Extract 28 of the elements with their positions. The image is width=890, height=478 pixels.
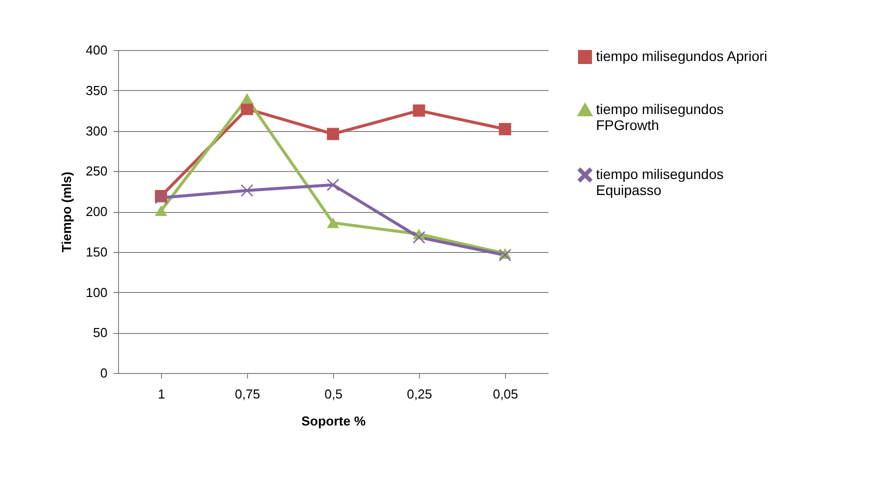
y-tick-label: 50 <box>93 325 108 340</box>
x-tick-label: 0,25 <box>406 386 432 402</box>
y-tick-label: 400 <box>86 42 108 58</box>
point <box>412 231 426 244</box>
y-tick-label: 350 <box>86 82 108 98</box>
y-tick-label: 250 <box>86 164 108 179</box>
y-tick-label: 150 <box>86 244 108 260</box>
x-axis-title: Soporte % <box>301 414 366 428</box>
point <box>326 178 340 191</box>
x-tick-label: 0,05 <box>492 386 518 402</box>
y-tick-label: 100 <box>86 284 108 300</box>
x-tick-label: 1 <box>158 386 166 402</box>
y-tick-label: 300 <box>86 123 108 138</box>
point <box>412 104 426 117</box>
point <box>326 218 340 228</box>
point <box>154 205 168 216</box>
legend-label: tiempo milisegundos Apriori <box>596 48 768 64</box>
x-tick-label: 0,75 <box>234 386 260 402</box>
y-tick-label: 0 <box>100 366 108 380</box>
point <box>240 93 254 104</box>
point <box>498 123 512 136</box>
point <box>326 128 340 140</box>
y-tick-label: 200 <box>86 204 108 219</box>
x-tick-label: 0,5 <box>324 386 343 402</box>
point <box>498 248 512 262</box>
legend-label: tiempo milisegundos FPGrowth <box>596 101 724 133</box>
legend-label: tiempo milisegundos Equipasso <box>596 166 724 198</box>
y-axis-title: Tiempo (mls) <box>58 172 74 252</box>
